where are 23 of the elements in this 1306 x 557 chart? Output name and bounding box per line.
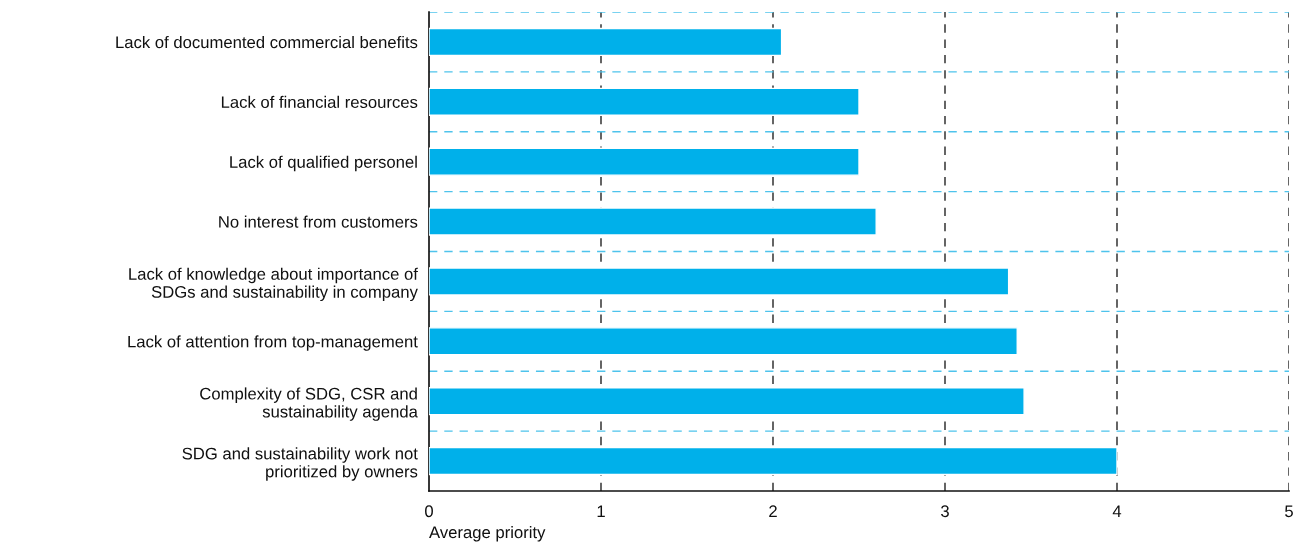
y-tick-label: Lack of financial resources	[221, 95, 418, 109]
y-tick-label: Lack of documented commercial benefits	[116, 35, 418, 49]
x-tick-label: 4	[1112, 505, 1122, 517]
bar	[429, 147, 860, 176]
bar	[429, 267, 1010, 296]
y-tick-label: Lack of qualified personel	[230, 155, 417, 172]
y-tick-label: SDG and sustainability work not prioritized by owners	[182, 447, 418, 481]
y-tick-label: Lack of knowledge about importance of SDGs and sustainability in company	[129, 267, 418, 302]
x-tick-label: 0	[425, 505, 433, 518]
y-tick-label: Complexity of SDG, CSR and sustainability agenda	[200, 387, 418, 421]
x-tick-label: 5	[1285, 505, 1293, 518]
x-axis-title: Average priority	[429, 525, 546, 542]
x-tick-label: 1	[597, 505, 605, 517]
y-tick-label: Lack of attention from top-management	[128, 335, 418, 351]
bar	[429, 27, 783, 57]
bar	[429, 387, 1025, 416]
x-tick-label: 3	[941, 505, 949, 518]
x-tick-label: 2	[769, 505, 777, 517]
y-tick-label: No interest from customers	[219, 215, 418, 228]
bar	[429, 327, 1018, 356]
bar	[429, 87, 860, 116]
bar	[429, 207, 877, 236]
bar	[429, 446, 1118, 476]
